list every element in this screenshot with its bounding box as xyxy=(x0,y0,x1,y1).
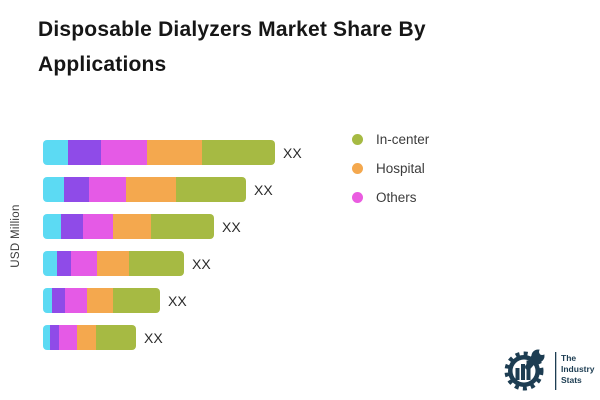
bar-segment xyxy=(71,251,97,276)
bar-segment xyxy=(129,251,184,276)
bar-segment xyxy=(43,140,68,165)
bar-segment xyxy=(61,214,83,239)
bar-value-label: XX xyxy=(222,218,241,235)
bar-segment xyxy=(126,177,176,202)
bar-segment xyxy=(68,140,101,165)
bar-value-label: XX xyxy=(283,144,302,161)
bar-segment xyxy=(43,214,61,239)
bar-segment xyxy=(101,140,147,165)
bar-segment xyxy=(83,214,113,239)
logo-wrench-icon xyxy=(525,348,546,370)
bar-row: XX xyxy=(43,251,302,276)
bar-segment xyxy=(43,288,52,313)
y-axis-label: USD Million xyxy=(10,204,22,268)
bar-segment xyxy=(96,325,136,350)
stacked-bar xyxy=(43,288,160,313)
stacked-bar xyxy=(43,214,214,239)
bar-segment xyxy=(147,140,202,165)
legend-item: In-center xyxy=(352,128,429,150)
bar-row: XX xyxy=(43,214,302,239)
legend-item: Others xyxy=(352,186,429,208)
logo-text-line2: Industry xyxy=(561,364,595,374)
bar-value-label: XX xyxy=(144,329,163,346)
bar-segment xyxy=(64,177,89,202)
stacked-bar xyxy=(43,325,136,350)
bar-segment xyxy=(65,288,87,313)
legend-label: Others xyxy=(376,189,417,205)
bar-segment xyxy=(202,140,275,165)
legend-item: Hospital xyxy=(352,157,429,179)
chart-title: Disposable Dialyzers Market Share By App… xyxy=(38,18,426,76)
bar-segment xyxy=(151,214,214,239)
legend-dot-icon xyxy=(352,191,363,203)
bar-value-label: XX xyxy=(254,181,273,198)
bar-row: XX xyxy=(43,288,302,313)
bar-row: XX xyxy=(43,177,302,202)
legend-label: In-center xyxy=(376,131,430,147)
legend-label: Hospital xyxy=(376,160,425,176)
bar-segment xyxy=(59,325,77,350)
bar-segment xyxy=(89,177,126,202)
logo-divider xyxy=(555,352,557,390)
legend-dot-icon xyxy=(352,133,363,145)
industry-stats-logo-icon: The Industry Stats xyxy=(504,348,595,391)
logo-text-line3: Stats xyxy=(561,375,582,385)
stacked-bar xyxy=(43,177,246,202)
bar-row: XX xyxy=(43,140,302,165)
bar-segment xyxy=(113,288,160,313)
stacked-bar xyxy=(43,251,184,276)
bar-segment xyxy=(43,251,57,276)
bar-segment xyxy=(97,251,129,276)
bar-segment xyxy=(57,251,71,276)
legend-dot-icon xyxy=(352,162,363,174)
bar-segment xyxy=(52,288,65,313)
bar-segment xyxy=(43,325,50,350)
bar-segment xyxy=(77,325,96,350)
bar-value-label: XX xyxy=(168,292,187,309)
bar-segment xyxy=(50,325,59,350)
stacked-bar xyxy=(43,140,275,165)
bar-row: XX xyxy=(43,325,302,350)
bars-container: XX XX XX XX XX XX xyxy=(43,140,302,350)
logo-text-line1: The xyxy=(561,353,576,363)
legend: In-center Hospital Others xyxy=(352,128,429,208)
brand-logo: The Industry Stats xyxy=(503,346,598,400)
bar-segment xyxy=(113,214,151,239)
bar-segment xyxy=(87,288,113,313)
bar-value-label: XX xyxy=(192,255,211,272)
bar-segment xyxy=(43,177,64,202)
bar-segment xyxy=(176,177,246,202)
